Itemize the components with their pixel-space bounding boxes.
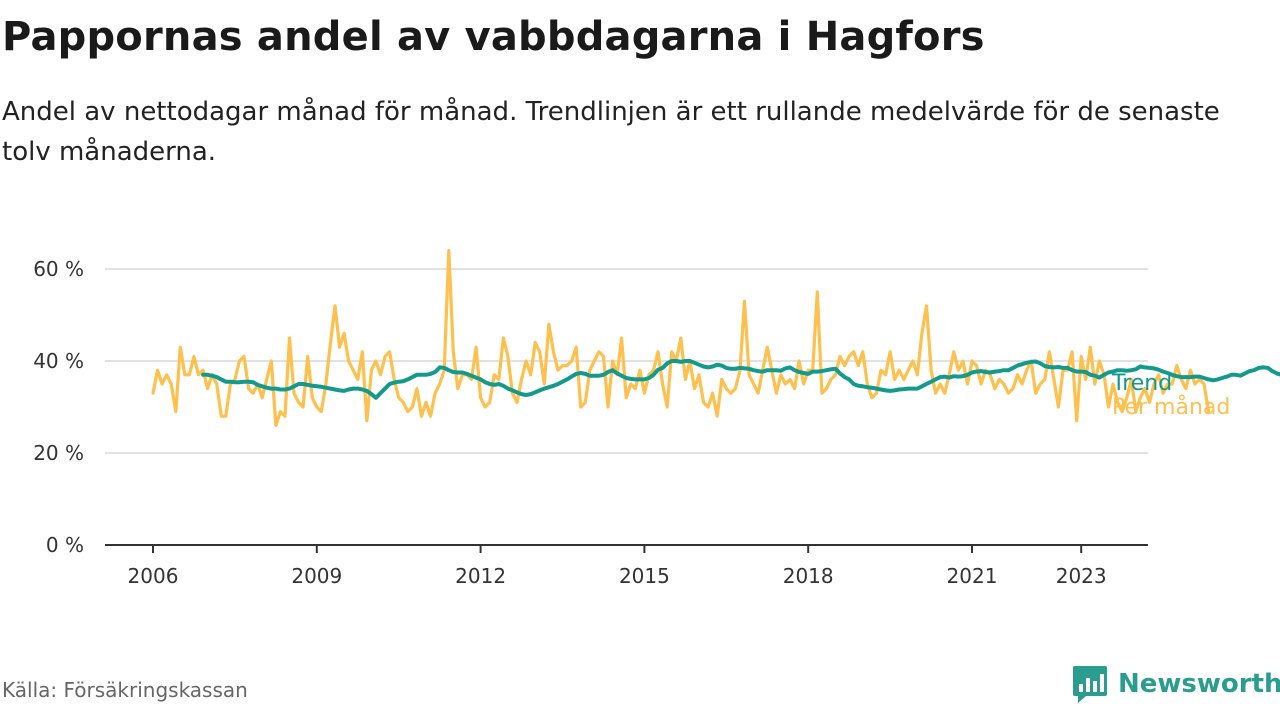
label-layer: 0 % 20 % 40 % 60 % 2006 2009 2012 2015 2018 2021 2… <box>33 257 1230 588</box>
series-layer <box>151 249 1280 427</box>
x-tick-label: 2018 <box>783 564 834 588</box>
chart-subtitle: Andel av nettodagar månad för månad. Tre… <box>2 97 1220 167</box>
y-tick-label: 60 % <box>33 257 84 281</box>
y-tick-label: 0 % <box>46 533 84 557</box>
x-tick-label: 2012 <box>455 564 506 588</box>
monthly-line <box>151 249 1211 427</box>
chart-title: Pappornas andel av vabbdagarna i Hagfors <box>2 14 985 60</box>
grid-layer <box>105 268 1148 454</box>
y-tick-label: 20 % <box>33 441 84 465</box>
x-tick-label: 2023 <box>1056 564 1107 588</box>
x-tick-label: 2015 <box>619 564 670 588</box>
x-tick-label: 2006 <box>128 564 179 588</box>
newsworthy-logo-icon <box>1073 666 1107 703</box>
trend-series-label: Trend <box>1111 371 1172 396</box>
monthly-series-label: Per månad <box>1112 394 1230 420</box>
source-note: Källa: Försäkringskassan <box>2 678 248 702</box>
brand-logo[interactable]: Newsworthy <box>1072 664 1280 704</box>
trend-line <box>201 359 1280 400</box>
axis-layer <box>105 544 1148 553</box>
x-tick-label: 2009 <box>291 564 342 588</box>
brand-name: Newsworthy <box>1118 669 1280 699</box>
x-tick-label: 2021 <box>947 564 998 588</box>
y-tick-label: 40 % <box>33 349 84 373</box>
